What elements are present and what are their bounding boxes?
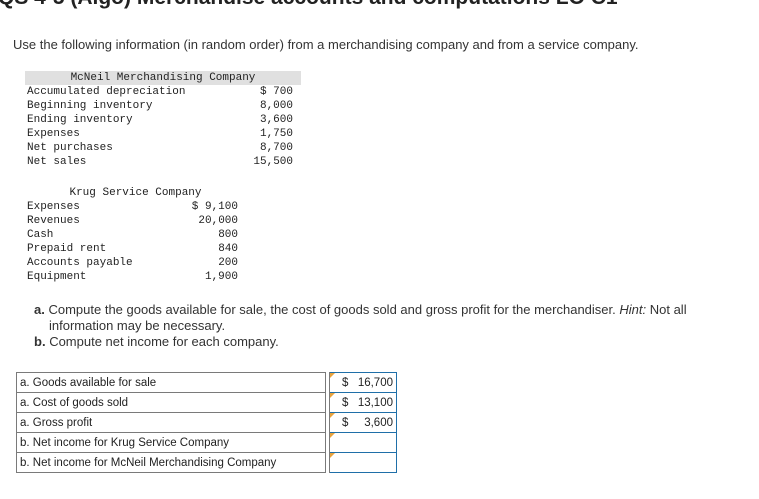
currency-symbol: $ [342, 416, 349, 429]
currency-symbol: $ [342, 396, 349, 409]
row-label: Ending inventory [27, 114, 133, 126]
row-value: 1,900 [204, 271, 238, 283]
row-value: 840 [218, 243, 238, 255]
hint-label: Hint: [619, 302, 647, 317]
table-row: Equipment 1,900 [25, 270, 238, 284]
table-row: Revenues 20,000 [25, 214, 238, 228]
answer-label: b. Net income for Krug Service Company [16, 432, 326, 453]
merchandising-table-title: McNeil Merchandising Company [25, 71, 301, 85]
row-label: Revenues [27, 215, 80, 227]
row-value: 1,750 [259, 128, 293, 140]
table-row: Expenses $ 9,100 [25, 200, 238, 214]
answer-table: a. Goods available for sale $16,700 a. C… [16, 372, 397, 473]
answer-label: b. Net income for McNeil Merchandising C… [16, 452, 326, 473]
instruction-b-prefix: b. [34, 334, 46, 349]
table-row: Expenses 1,750 [25, 127, 293, 141]
answer-label: a. Gross profit [16, 412, 326, 433]
answer-input-goods-available[interactable]: $16,700 [329, 372, 397, 393]
merchandising-company-table: McNeil Merchandising Company Accumulated… [25, 71, 301, 169]
row-value: 20,000 [198, 215, 238, 227]
table-row: Accumulated depreciation $ 700 [25, 85, 293, 99]
instruction-a-line2: information may be necessary. [49, 318, 226, 333]
answer-label: a. Goods available for sale [16, 372, 326, 393]
row-value: 8,000 [259, 100, 293, 112]
row-value: 200 [218, 257, 238, 269]
row-value: 800 [218, 229, 238, 241]
instruction-a-prefix: a. [34, 302, 45, 317]
instruction-b-text: Compute net income for each company. [49, 334, 279, 349]
row-value: $ 9,100 [191, 201, 238, 213]
answer-row: a. Goods available for sale $16,700 [16, 372, 397, 393]
table-row: Accounts payable 200 [25, 256, 238, 270]
table-row: Net purchases 8,700 [25, 141, 293, 155]
page-heading: QS 4-5 (Algo) Merchandise accounts and c… [0, 0, 618, 10]
answer-row: a. Cost of goods sold $13,100 [16, 392, 397, 413]
table-row: Net sales 15,500 [25, 155, 293, 169]
instructions: a. Compute the goods available for sale,… [34, 302, 754, 350]
answer-input-net-income-krug[interactable] [329, 432, 397, 453]
hint-text: Not all [649, 302, 687, 317]
answer-input-cost-of-goods-sold[interactable]: $13,100 [329, 392, 397, 413]
instruction-a-text: Compute the goods available for sale, th… [48, 302, 616, 317]
row-label: Accumulated depreciation [27, 86, 186, 98]
row-label: Cash [27, 229, 54, 241]
answer-value: 3,600 [364, 416, 393, 429]
answer-input-gross-profit[interactable]: $3,600 [329, 412, 397, 433]
answer-row: b. Net income for Krug Service Company [16, 432, 397, 453]
answer-value: 16,700 [357, 376, 393, 389]
instruction-b: b. Compute net income for each company. [34, 334, 754, 350]
intro-text: Use the following information (in random… [13, 37, 639, 52]
row-value: 8,700 [259, 142, 293, 154]
answer-input-net-income-mcneil[interactable] [329, 452, 397, 473]
currency-symbol: $ [342, 376, 349, 389]
table-row: Beginning inventory 8,000 [25, 99, 293, 113]
row-label: Accounts payable [27, 257, 133, 269]
row-value: $ 700 [259, 86, 293, 98]
row-label: Equipment [27, 271, 87, 283]
row-value: 3,600 [259, 114, 293, 126]
row-label: Prepaid rent [27, 243, 107, 255]
flag-marker [330, 393, 335, 398]
service-table-title: Krug Service Company [48, 186, 223, 200]
row-label: Net sales [27, 156, 87, 168]
answer-label: a. Cost of goods sold [16, 392, 326, 413]
table-row: Cash 800 [25, 228, 238, 242]
flag-marker [330, 413, 335, 418]
instruction-a: a. Compute the goods available for sale,… [34, 302, 754, 318]
answer-row: a. Gross profit $3,600 [16, 412, 397, 433]
row-label: Net purchases [27, 142, 113, 154]
table-row: Ending inventory 3,600 [25, 113, 293, 127]
flag-marker [330, 453, 335, 458]
row-label: Expenses [27, 128, 80, 140]
answer-row: b. Net income for McNeil Merchandising C… [16, 452, 397, 473]
answer-value: 13,100 [357, 396, 393, 409]
row-label: Beginning inventory [27, 100, 153, 112]
row-value: 15,500 [253, 156, 293, 168]
row-label: Expenses [27, 201, 80, 213]
table-row: Prepaid rent 840 [25, 242, 238, 256]
flag-marker [330, 433, 335, 438]
service-company-table: Krug Service Company Expenses $ 9,100 Rev… [25, 186, 246, 284]
flag-marker [330, 373, 335, 378]
